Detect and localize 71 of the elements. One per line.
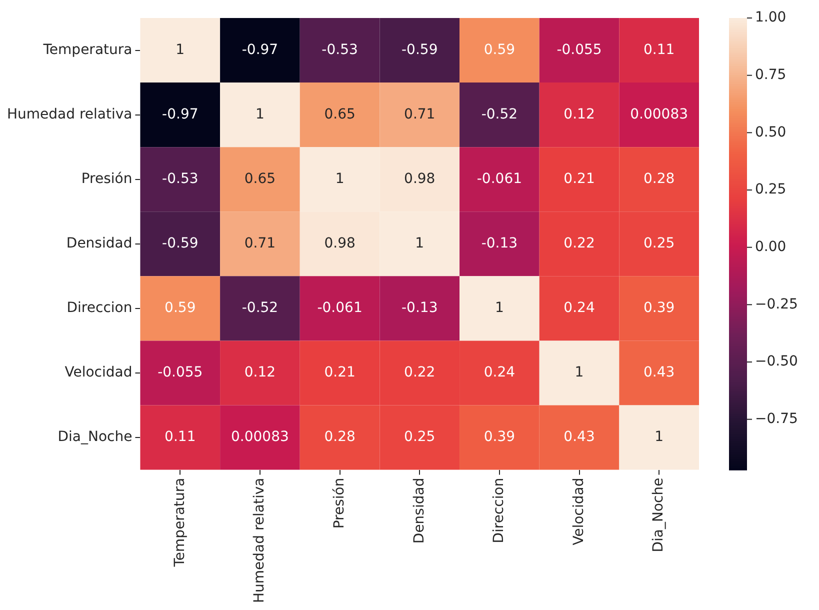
color-bar-label: −0.25 xyxy=(755,296,798,312)
x-tick-label: Velocidad xyxy=(570,478,587,546)
y-tick-label: Dia_Noche xyxy=(58,429,132,446)
data-label: -0.53 xyxy=(162,170,198,187)
data-label: -0.97 xyxy=(162,106,198,122)
data-label: -0.055 xyxy=(158,364,203,381)
data-label: -0.97 xyxy=(242,42,278,58)
data-label: 0.65 xyxy=(324,106,356,122)
data-label: 1 xyxy=(176,42,185,58)
y-tick-label: Velocidad xyxy=(64,364,132,381)
data-label: -0.52 xyxy=(242,300,278,316)
data-label: 0.59 xyxy=(164,300,196,316)
data-label: 0.24 xyxy=(564,300,595,316)
color-bar-label: 0.75 xyxy=(755,66,786,83)
data-label: -0.59 xyxy=(401,42,438,58)
data-label: 0.11 xyxy=(644,42,675,58)
x-tick-label: Direccion xyxy=(491,478,508,544)
data-label: 0.98 xyxy=(404,170,436,187)
data-label: 0.39 xyxy=(484,429,516,446)
data-label: 0.00083 xyxy=(630,106,688,122)
data-label: 0.21 xyxy=(324,364,356,381)
data-label: -0.53 xyxy=(322,42,358,58)
data-label: 0.43 xyxy=(564,429,595,446)
y-tick-label: Densidad xyxy=(66,236,132,252)
data-label: 1 xyxy=(415,236,424,252)
data-label: -0.061 xyxy=(476,170,522,187)
x-tick-label: Presión xyxy=(331,478,348,529)
x-tick-label: Temperatura xyxy=(172,478,188,568)
data-label: 1 xyxy=(574,364,584,381)
color-bar-label: 0.50 xyxy=(755,124,786,140)
data-label: 0.11 xyxy=(164,429,196,446)
x-tick-label: Humedad relativa xyxy=(252,478,268,604)
data-label: 0.71 xyxy=(244,236,276,252)
data-label: 0.39 xyxy=(644,300,675,316)
data-label: -0.055 xyxy=(556,42,602,58)
data-label: -0.59 xyxy=(162,236,198,252)
data-label: 1 xyxy=(654,429,664,446)
color-bar-label: −0.75 xyxy=(755,410,798,427)
y-tick-label: Presión xyxy=(81,170,132,187)
y-tick-label: Direccion xyxy=(66,300,132,316)
data-label: 0.00083 xyxy=(231,429,289,446)
data-label: -0.52 xyxy=(481,106,518,122)
data-label: 0.24 xyxy=(484,364,516,381)
data-label: -0.13 xyxy=(401,300,438,316)
data-label: 0.25 xyxy=(404,429,436,446)
data-label: 0.71 xyxy=(404,106,436,122)
y-tick-label: Temperatura xyxy=(42,42,132,58)
data-label: 0.65 xyxy=(244,170,276,187)
data-label: 0.22 xyxy=(564,236,595,252)
x-tick-label: Densidad xyxy=(411,478,428,544)
data-label: 0.98 xyxy=(324,236,356,252)
color-bar-label: 0.00 xyxy=(755,238,786,255)
data-label: -0.061 xyxy=(317,300,362,316)
x-tick-label: Dia_Noche xyxy=(650,478,667,552)
data-label: 0.43 xyxy=(644,364,675,381)
data-label: 1 xyxy=(335,170,344,187)
data-label: 0.28 xyxy=(324,429,356,446)
color-bar-label: 1.00 xyxy=(755,10,786,26)
data-label: -0.13 xyxy=(481,236,518,252)
y-tick-label: Humedad relativa xyxy=(6,106,132,122)
data-label: 0.59 xyxy=(484,42,516,58)
data-label: 0.12 xyxy=(244,364,276,381)
data-label: 0.28 xyxy=(644,170,675,187)
color-bar-label: −0.50 xyxy=(755,354,798,370)
data-label: 1 xyxy=(256,106,264,122)
color-bar-label: 0.25 xyxy=(755,182,786,198)
data-label: 0.21 xyxy=(564,170,595,187)
data-label: 1 xyxy=(494,300,504,316)
data-label: 0.25 xyxy=(644,236,675,252)
data-label: 0.22 xyxy=(404,364,436,381)
data-label: 0.12 xyxy=(564,106,595,122)
